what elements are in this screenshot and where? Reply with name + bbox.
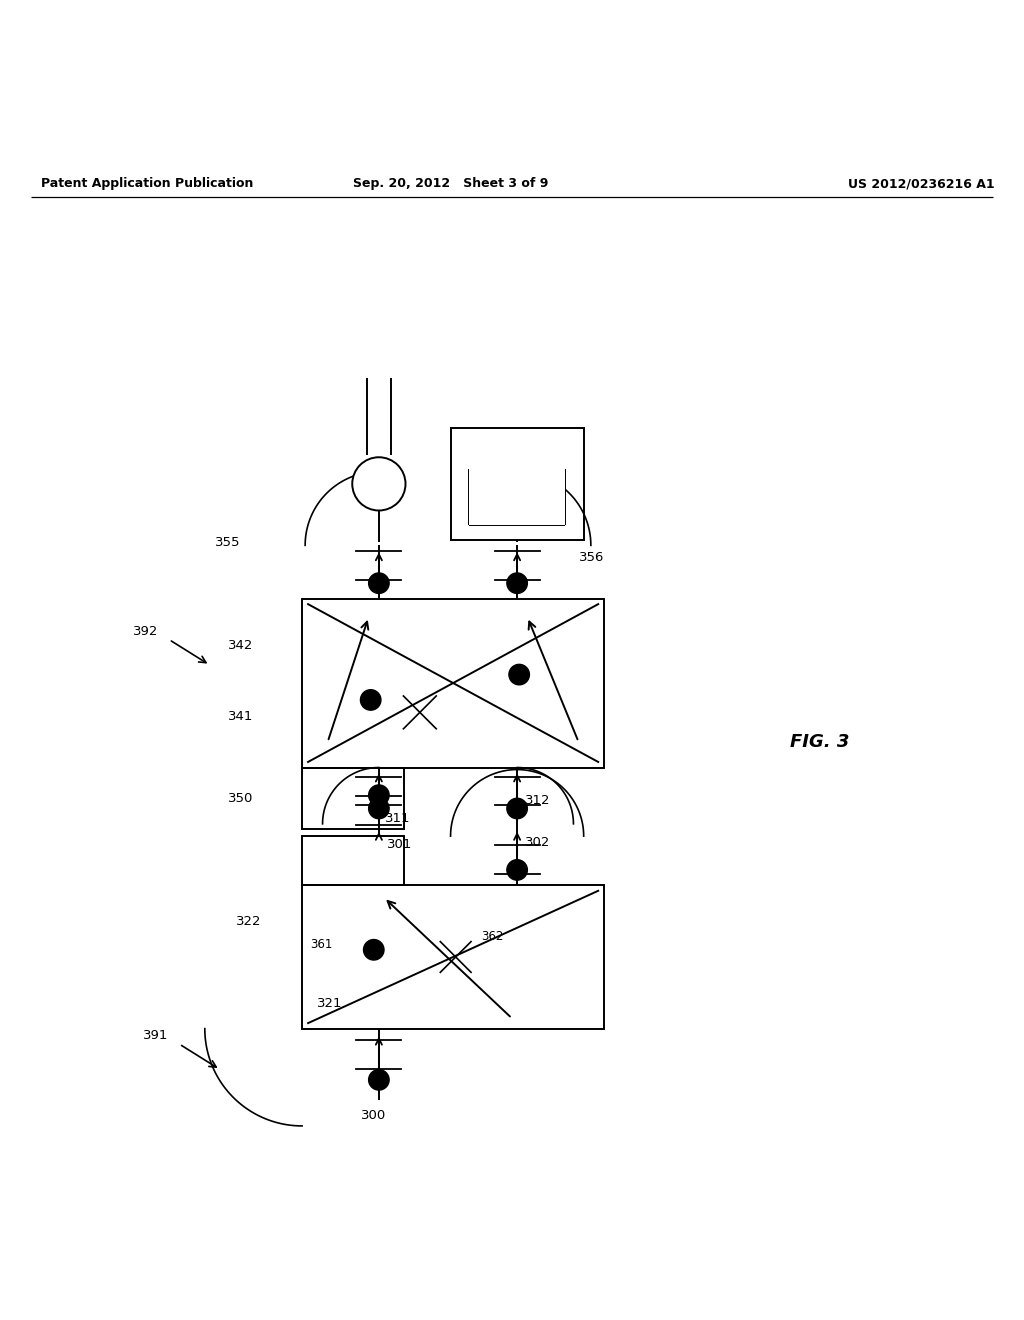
- Bar: [302, 886, 604, 1028]
- Circle shape: [369, 799, 389, 818]
- Text: Sep. 20, 2012   Sheet 3 of 9: Sep. 20, 2012 Sheet 3 of 9: [353, 177, 548, 190]
- Circle shape: [369, 573, 389, 594]
- Text: FIG. 3: FIG. 3: [790, 733, 849, 751]
- Text: 362: 362: [481, 931, 504, 942]
- Circle shape: [509, 664, 529, 685]
- Circle shape: [360, 689, 381, 710]
- Text: 312: 312: [525, 793, 551, 807]
- Text: 356: 356: [579, 552, 604, 564]
- Circle shape: [507, 573, 527, 594]
- Circle shape: [507, 799, 527, 818]
- Text: 350: 350: [228, 792, 254, 805]
- Bar: [302, 767, 404, 829]
- Text: Patent Application Publication: Patent Application Publication: [41, 177, 253, 190]
- Text: 355: 355: [215, 536, 241, 549]
- Bar: [302, 836, 404, 886]
- Text: 322: 322: [236, 915, 261, 928]
- Text: US 2012/0236216 A1: US 2012/0236216 A1: [848, 177, 995, 190]
- Bar: [451, 428, 584, 540]
- Circle shape: [507, 859, 527, 880]
- Bar: [469, 469, 565, 525]
- Text: 391: 391: [143, 1030, 169, 1043]
- Circle shape: [369, 1069, 389, 1090]
- Text: 392: 392: [133, 624, 159, 638]
- Text: 300: 300: [361, 1109, 386, 1122]
- Circle shape: [352, 457, 406, 511]
- Text: 341: 341: [228, 710, 254, 723]
- Text: 361: 361: [310, 939, 333, 952]
- Circle shape: [364, 940, 384, 960]
- Text: 321: 321: [317, 997, 343, 1010]
- Text: 311: 311: [385, 812, 411, 825]
- Bar: [302, 598, 604, 767]
- Text: 342: 342: [228, 639, 254, 652]
- Text: 302: 302: [525, 836, 551, 849]
- Circle shape: [369, 785, 389, 805]
- Text: 301: 301: [387, 838, 413, 851]
